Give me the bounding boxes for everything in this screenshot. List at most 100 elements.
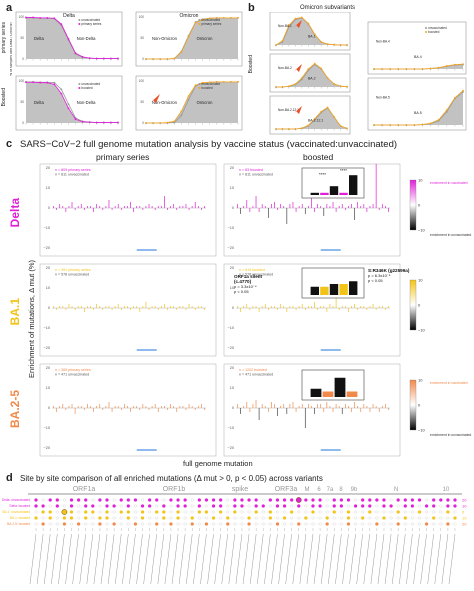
panel-d-xlabel-stroke	[100, 533, 108, 585]
panel-d-row-label: Delta: unvaccinated	[2, 498, 30, 502]
panel-a-point	[88, 57, 91, 60]
panel-b-point	[326, 77, 329, 79]
panel-d-dot	[396, 498, 400, 502]
panel-c-inset-bar	[310, 192, 319, 195]
panel-d-xlabel-stroke	[171, 533, 179, 585]
panel-d-empty-dot	[183, 510, 187, 514]
panel-b-point	[300, 77, 303, 79]
panel-b-point	[429, 67, 432, 70]
panel-d-empty-dot	[453, 522, 457, 526]
panel-b-point	[462, 89, 464, 92]
panel-b-series-line	[374, 90, 464, 126]
panel-d-dot	[62, 516, 67, 520]
panel-b-legend-label: unvaccinated	[428, 26, 447, 30]
panel-d-empty-dot	[212, 522, 216, 526]
panel-d-empty-dot	[261, 522, 265, 526]
panel-c-colorbar-top: enrichment in vaccinated	[430, 181, 468, 185]
panel-a-point	[237, 80, 239, 83]
panel-b-letter: b	[248, 2, 255, 14]
panel-d-empty-dot	[226, 498, 230, 502]
panel-c-legend-vacc: n = 809 primary series	[55, 168, 91, 172]
panel-b-area-charts: Non-BA.1 BA.1 Non-BA.2 BA.2 Non-BA.2.12.1 BA.…	[269, 12, 467, 135]
panel-d-empty-dot	[439, 516, 443, 520]
panel-d-dot	[389, 504, 393, 508]
panel-a-point	[187, 36, 190, 39]
panel-d-xlabel-stroke	[292, 533, 300, 585]
panel-d-letter: d	[6, 472, 13, 484]
panel-d-empty-dot	[233, 516, 237, 520]
panel-b-point	[326, 106, 329, 109]
panel-c-ytick: 0	[232, 306, 234, 310]
panel-a-point	[173, 57, 176, 60]
panel-c-inset-bar	[329, 186, 339, 195]
panel-c-colorbar-tick: −10	[418, 428, 426, 433]
panel-d-empty-dot	[318, 522, 322, 526]
panel-d-empty-dot	[425, 498, 429, 502]
panel-d-dot	[176, 510, 180, 514]
panel-a-plot-title: Omicron	[180, 13, 199, 19]
panel-a-point	[53, 83, 56, 86]
panel-c-inset-bar	[346, 391, 358, 397]
panel-d-empty-dot	[204, 516, 208, 520]
panel-d-dot	[55, 498, 59, 502]
panel-a-point	[180, 110, 183, 113]
panel-c-ytick: −20	[228, 246, 234, 250]
panel-a-point	[173, 121, 176, 124]
panel-d-empty-dot	[169, 510, 173, 514]
panel-d-empty-dot	[354, 516, 358, 520]
panel-d-xlabel-stroke	[370, 533, 378, 585]
panel-c-ytick: −20	[44, 246, 50, 250]
panel-d-xlabel-stroke	[313, 533, 321, 585]
panel-d-row-label: BA.2-5: boosted	[7, 522, 30, 526]
panel-d-dot	[432, 498, 436, 502]
panel-d-dot	[268, 498, 272, 502]
panel-a-area	[146, 17, 238, 59]
panel-d-xlabel-stroke	[384, 533, 392, 585]
panel-a-ytick: 0	[142, 57, 144, 61]
panel-b-point	[339, 125, 342, 127]
panel-b-point	[445, 109, 448, 111]
panel-c-row-ba1: BA.1	[8, 298, 22, 326]
panel-d-empty-dot	[169, 516, 173, 520]
panel-d-dot	[126, 510, 130, 514]
panel-b-region-label: Non-BA.1	[278, 24, 292, 28]
panel-d-empty-dot	[233, 522, 237, 526]
panel-d-dot	[77, 498, 81, 502]
panel-d-dot	[304, 498, 308, 502]
panel-d-dot	[112, 504, 116, 508]
panel-d-empty-dot	[254, 516, 258, 520]
panel-d-dot	[169, 498, 173, 502]
panel-d-dot	[332, 510, 336, 514]
panel-d-empty-dot	[155, 516, 159, 520]
panel-c-annotation-orf1a: p < 0.05	[234, 289, 249, 294]
panel-c-frame	[39, 163, 217, 257]
panel-d-xlabel-stroke	[43, 533, 51, 585]
panel-d-dot	[233, 504, 237, 508]
panel-d-dot	[219, 510, 223, 514]
panel-b-point	[333, 83, 335, 85]
panel-d-dot	[176, 504, 180, 508]
panel-d-row-value: 10	[462, 503, 467, 508]
panel-d-empty-dot	[396, 516, 400, 520]
panel-b-point	[437, 66, 440, 69]
panel-c-frame	[39, 263, 217, 357]
panel-d-empty-dot	[34, 510, 38, 514]
panel-d-dot	[297, 504, 301, 508]
panel-c-colorbar-tick: −10	[418, 328, 426, 333]
panel-c-ytick: 10	[46, 386, 50, 390]
panel-d-xlabel-stroke	[228, 533, 236, 585]
panel-a-point	[60, 92, 63, 95]
panel-d-empty-dot	[361, 522, 365, 526]
panel-d-empty-dot	[275, 516, 279, 520]
panel-a-point	[39, 16, 42, 19]
panel-d-empty-dot	[382, 510, 386, 514]
panel-d-dot	[105, 516, 109, 520]
panel-d-dot	[346, 522, 351, 526]
panel-d-empty-dot	[389, 516, 393, 520]
panel-b-point	[307, 124, 310, 127]
panel-d-xlabel-stroke	[72, 533, 79, 585]
panel-d-dot	[69, 498, 74, 502]
panel-b-region-label: BA.5	[414, 111, 422, 115]
panel-d-xlabel-stroke	[193, 533, 200, 585]
panel-d-empty-dot	[70, 522, 74, 526]
